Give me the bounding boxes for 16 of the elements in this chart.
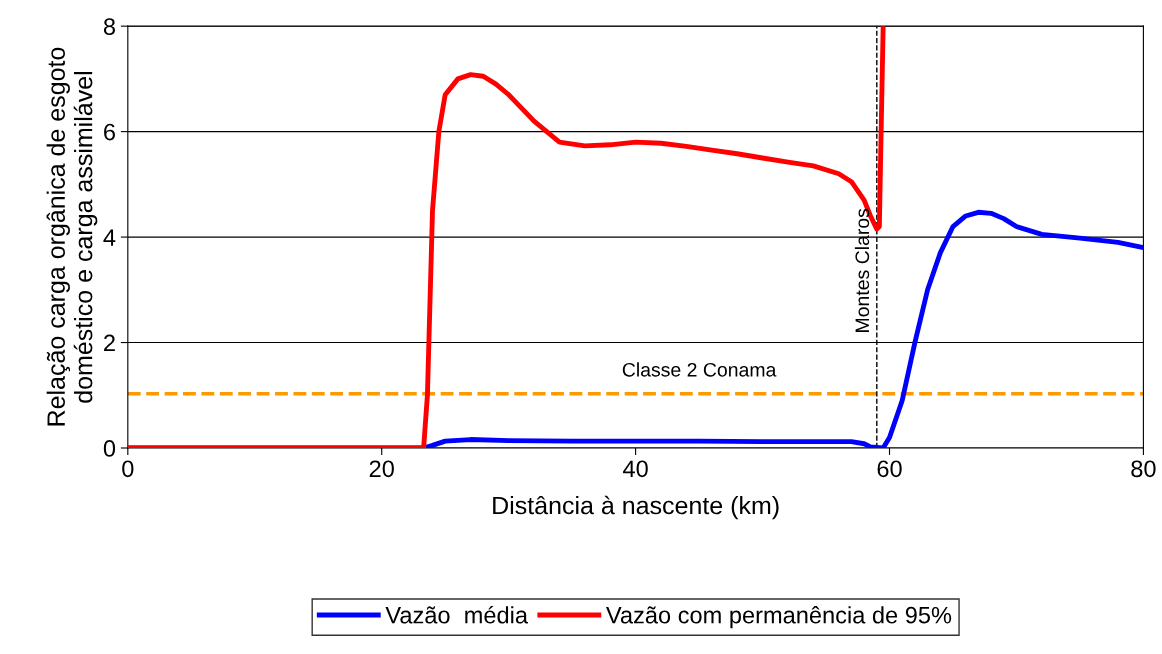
x-axis-title: Distância à nascente (km) bbox=[493, 495, 779, 520]
y-tick-label: 6 bbox=[104, 123, 115, 141]
x-tick-label: 20 bbox=[369, 460, 394, 478]
y-tick-label: 0 bbox=[103, 440, 116, 457]
ref-line-label: Montes Claros bbox=[854, 208, 870, 332]
legend-label: Vazão média bbox=[385, 605, 529, 624]
x-tick-label: 0 bbox=[122, 460, 134, 478]
legend-label: Vazão com permanência de 95% bbox=[606, 606, 952, 629]
y-tick-label: 2 bbox=[104, 334, 115, 352]
x-tick-label: 80 bbox=[1131, 460, 1156, 478]
y-tick-label: 4 bbox=[103, 229, 116, 246]
ref-line-label: Classe 2 Conama bbox=[622, 362, 777, 377]
x-tick-label: 40 bbox=[623, 460, 648, 478]
y-axis-title: Relação carga orgânica de esgoto doméstico e carga assimilável bbox=[46, 47, 98, 426]
x-tick-label: 60 bbox=[877, 460, 902, 478]
y-tick-label: 8 bbox=[103, 18, 115, 35]
